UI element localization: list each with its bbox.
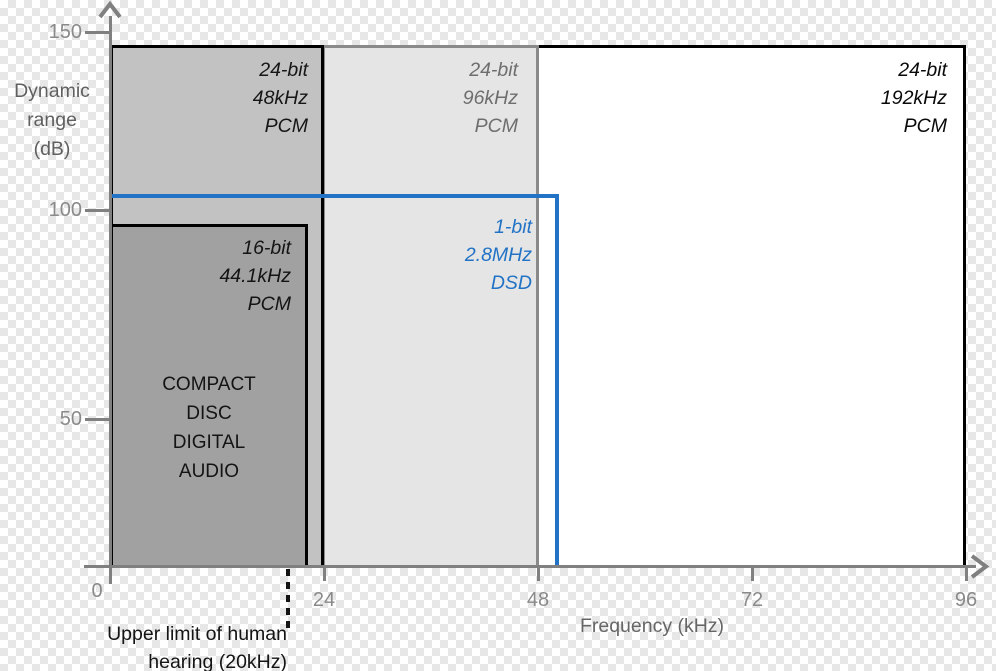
x-axis <box>84 565 976 568</box>
y-tick-label-50: 50 <box>59 408 82 430</box>
cd-title: COMPACT DISC DIGITAL AUDIO <box>119 370 299 486</box>
y-axis <box>109 16 112 584</box>
y-tick-label-100: 100 <box>48 199 82 221</box>
dsd-label-line: 2.8MHz <box>464 244 532 266</box>
pcm-192khz-label: 24-bit 192kHz PCM <box>747 56 947 140</box>
pcm-96khz-label-line: PCM <box>474 115 518 137</box>
y-tick-50 <box>85 418 109 421</box>
hearing-limit-label-line: hearing (20kHz) <box>148 651 287 671</box>
pcm-192khz-label-line: 192kHz <box>880 87 947 109</box>
y-tick-label-150: 150 <box>48 21 82 43</box>
x-tick-label-24: 24 <box>312 589 336 611</box>
cd-title-line: AUDIO <box>178 461 240 482</box>
x-tick-label-72: 72 <box>740 589 764 611</box>
cd-format-label: 16-bit 44.1kHz PCM <box>91 234 291 318</box>
y-axis-title-line: (dB) <box>33 138 71 160</box>
cd-title-line: DISC <box>186 403 232 424</box>
pcm-96khz-box <box>322 45 539 568</box>
y-axis-arrow-icon <box>98 0 122 19</box>
dsd-label-line: DSD <box>490 272 532 294</box>
pcm-96khz-label-line: 24-bit <box>469 59 518 81</box>
dsd-label: 1-bit 2.8MHz DSD <box>332 213 532 297</box>
x-tick-label-96: 96 <box>954 589 978 611</box>
x-axis-arrow-icon <box>970 554 990 579</box>
cd-audio-box <box>110 224 308 568</box>
cd-title-line: DIGITAL <box>172 432 246 453</box>
y-axis-title-line: Dynamic <box>14 80 90 102</box>
cd-title-line: COMPACT <box>162 374 256 395</box>
pcm-96khz-label-line: 96kHz <box>462 87 518 109</box>
x-tick-24 <box>323 568 326 581</box>
pcm-192khz-label-line: 24-bit <box>898 59 947 81</box>
x-tick-48 <box>537 568 540 581</box>
hearing-limit-label: Upper limit of human hearing (20kHz) <box>24 620 287 671</box>
dsd-label-line: 1-bit <box>494 216 532 238</box>
pcm-48khz-label-line: PCM <box>264 115 308 137</box>
hearing-limit-label-line: Upper limit of human <box>107 623 287 645</box>
x-tick-72 <box>751 568 754 581</box>
hearing-limit-dashed-line <box>286 569 290 633</box>
y-axis-title-line: range <box>27 109 77 131</box>
x-tick-0 <box>109 568 112 581</box>
y-tick-150 <box>85 31 109 34</box>
y-axis-title: Dynamic range (dB) <box>5 77 99 164</box>
pcm-192khz-box <box>536 45 966 568</box>
cd-format-label-line: 16-bit <box>242 237 291 259</box>
cd-format-label-line: PCM <box>247 293 291 315</box>
x-axis-title: Frequency (kHz) <box>579 615 725 637</box>
y-tick-100 <box>85 209 109 212</box>
origin-label: 0 <box>91 580 103 602</box>
pcm-96khz-label: 24-bit 96kHz PCM <box>318 56 518 140</box>
pcm-192khz-label-line: PCM <box>903 115 947 137</box>
cd-format-label-line: 44.1kHz <box>219 265 291 287</box>
pcm-48khz-label: 24-bit 48kHz PCM <box>108 56 308 140</box>
x-tick-label-48: 48 <box>526 589 550 611</box>
pcm-48khz-label-line: 24-bit <box>259 59 308 81</box>
pcm-48khz-label-line: 48kHz <box>252 87 308 109</box>
x-tick-96 <box>965 568 968 581</box>
